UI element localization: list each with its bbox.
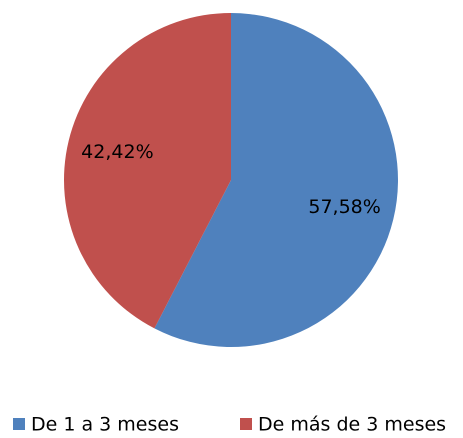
legend-swatch (240, 418, 252, 430)
pie-slice (63, 13, 231, 329)
data-label: 57,58% (308, 196, 380, 218)
legend-label: De 1 a 3 meses (31, 414, 179, 436)
data-label: 42,42% (81, 141, 153, 163)
legend-swatch (13, 418, 25, 430)
pie-slice (154, 13, 398, 347)
legend-label: De más de 3 meses (258, 414, 446, 436)
